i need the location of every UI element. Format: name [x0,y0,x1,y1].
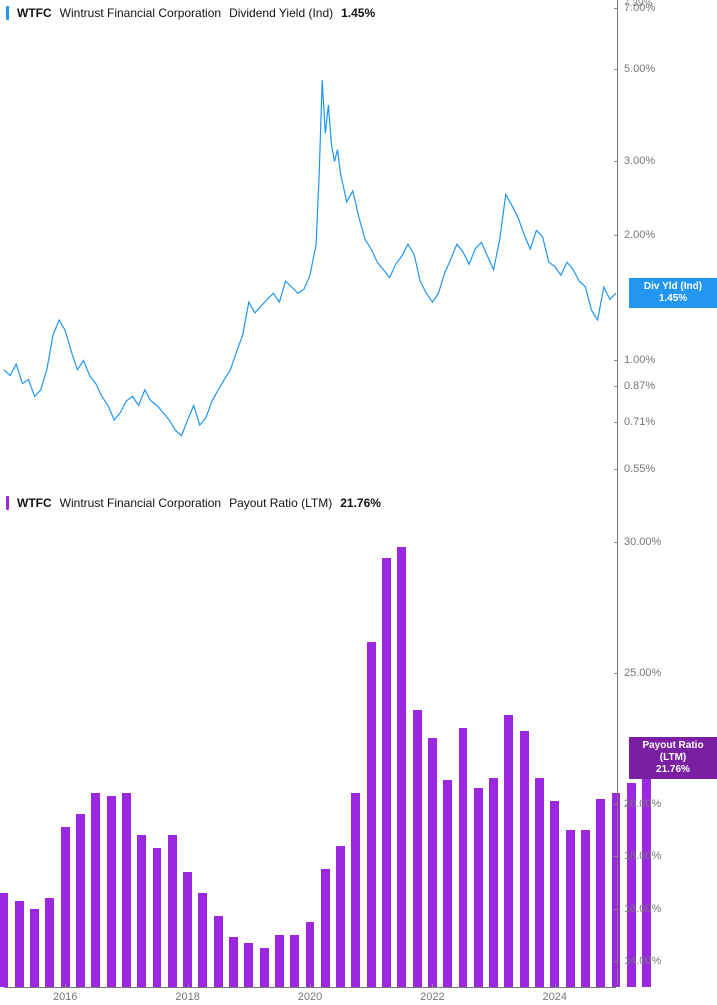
top-y-axis: 7.39% 7.00%5.00%3.00%2.00%1.00%0.87%0.71… [617,0,717,490]
bar[interactable] [30,909,39,988]
bar[interactable] [260,948,269,987]
dividend-yield-badge: Div Yld (Ind) 1.45% [629,278,717,308]
badge-value: 1.45% [633,293,713,305]
line-chart-area[interactable] [4,0,616,490]
top-accent [6,6,9,20]
bar[interactable] [168,835,177,987]
bar[interactable] [413,710,422,987]
bottom-header: WTFC Wintrust Financial Corporation Payo… [6,496,381,510]
top-ticker: WTFC [17,6,52,20]
y-tick-label: 18.00% [624,850,661,862]
bar[interactable] [443,780,452,987]
y-tick-label: 16.00% [624,903,661,915]
x-tick-label: 2016 [53,991,77,1003]
bar[interactable] [520,731,529,987]
top-header: WTFC Wintrust Financial Corporation Divi… [6,6,375,20]
y-tick-label: 1.00% [624,354,655,366]
bar[interactable] [214,916,223,987]
y-tick-label: 30.00% [624,536,661,548]
x-axis: 2016 2018 2020 2022 2024 [4,987,616,1005]
y-tick-label: 0.55% [624,463,655,475]
top-company: Wintrust Financial Corporation [60,6,221,20]
bar[interactable] [397,547,406,987]
bar[interactable] [107,796,116,987]
bar[interactable] [137,835,146,987]
y-tick-label: 25.00% [624,667,661,679]
y-tick-label: 5.00% [624,63,655,75]
bar[interactable] [0,893,8,987]
bar[interactable] [382,558,391,987]
bar[interactable] [428,738,437,987]
bar[interactable] [153,848,162,987]
y-tick-label: 14.00% [624,955,661,967]
bar[interactable] [367,642,376,987]
y-tick-label: 20.00% [624,798,661,810]
payout-ratio-badge: Payout Ratio (LTM) 21.76% [629,737,717,779]
y-tick-label: 0.71% [624,416,655,428]
x-tick-label: 2020 [298,991,322,1003]
y-tick-label: 2.00% [624,229,655,241]
badge-value: 21.76% [633,764,713,776]
bar[interactable] [550,801,559,987]
bar[interactable] [122,793,131,987]
bar[interactable] [76,814,85,987]
bar[interactable] [535,778,544,987]
y-tick-label: 7.00% [624,2,655,14]
bar[interactable] [91,793,100,987]
bar[interactable] [596,799,605,987]
bar[interactable] [244,943,253,987]
top-value: 1.45% [341,6,375,20]
dividend-yield-panel: WTFC Wintrust Financial Corporation Divi… [0,0,717,490]
bar[interactable] [275,935,284,987]
y-tick-label: 3.00% [624,155,655,167]
bottom-metric: Payout Ratio (LTM) [229,496,332,510]
bottom-accent [6,496,9,510]
bar-chart-area[interactable] [4,490,616,987]
bar[interactable] [581,830,590,987]
x-tick-label: 2018 [175,991,199,1003]
bar[interactable] [290,935,299,987]
bar[interactable] [61,827,70,987]
bar[interactable] [504,715,513,987]
top-metric: Dividend Yield (Ind) [229,6,333,20]
y-tick-label: 0.87% [624,380,655,392]
bar[interactable] [321,869,330,987]
bar[interactable] [351,793,360,987]
x-tick-label: 2022 [420,991,444,1003]
bottom-company: Wintrust Financial Corporation [60,496,221,510]
line-chart-svg [4,0,616,490]
bar[interactable] [229,937,238,987]
bottom-ticker: WTFC [17,496,52,510]
bar[interactable] [15,901,24,987]
bar[interactable] [474,788,483,987]
bar[interactable] [45,898,54,987]
payout-ratio-panel: WTFC Wintrust Financial Corporation Payo… [0,490,717,1005]
badge-label: Payout Ratio (LTM) [633,740,713,764]
bar[interactable] [489,778,498,987]
bar[interactable] [183,872,192,987]
bar[interactable] [336,846,345,987]
bar[interactable] [306,922,315,987]
badge-label: Div Yld (Ind) [633,281,713,293]
bar[interactable] [198,893,207,987]
bar[interactable] [566,830,575,987]
bar[interactable] [459,728,468,987]
x-tick-label: 2024 [543,991,567,1003]
bottom-value: 21.76% [340,496,381,510]
